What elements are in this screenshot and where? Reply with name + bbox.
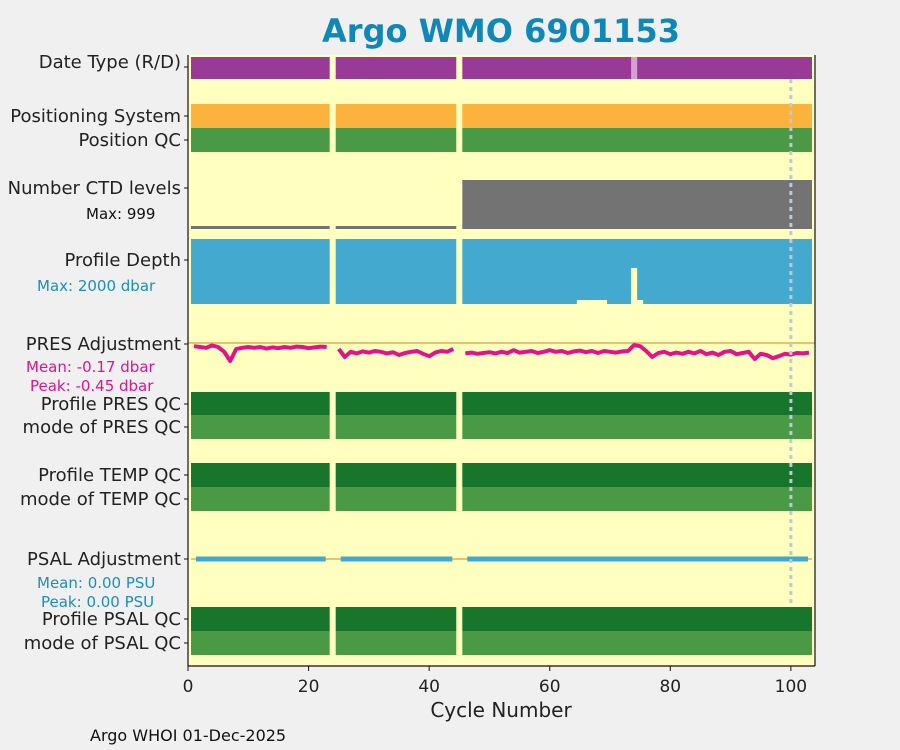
profile-temp-qc-bar xyxy=(335,463,457,487)
x-tick-label: 0 xyxy=(183,677,194,697)
date-type-bar xyxy=(191,57,330,79)
date-type-realtime-bar xyxy=(631,57,638,79)
label-pres-adjustment: PRES Adjustment xyxy=(25,334,181,355)
pres-adjustment-line xyxy=(337,347,455,359)
mode-temp-qc-bar xyxy=(462,487,812,511)
mode-temp-qc-bar xyxy=(191,487,330,511)
label-position-qc: Position QC xyxy=(78,130,181,151)
pres-adjustment-line xyxy=(193,343,327,363)
positioning-system-bar xyxy=(191,104,330,128)
profile-depth-bar xyxy=(335,239,457,304)
label-date-type: Date Type (R/D) xyxy=(38,52,181,73)
ctd-max-note: Max: 999 xyxy=(86,205,156,223)
psal-mean-note: Mean: 0.00 PSU xyxy=(37,574,156,592)
label-profile-psal-qc: Profile PSAL QC xyxy=(41,609,181,630)
label-positioning-system: Positioning System xyxy=(10,106,181,127)
label-profile-depth: Profile Depth xyxy=(64,250,181,271)
mode-psal-qc-bar xyxy=(462,631,812,655)
position-qc-bar xyxy=(335,128,457,152)
pres-peak-note: Peak: -0.45 dbar xyxy=(30,377,154,395)
x-tick-label: 20 xyxy=(298,677,320,697)
x-tick-label: 100 xyxy=(775,677,807,697)
position-qc-bar xyxy=(462,128,812,152)
label-mode-temp-qc: mode of TEMP QC xyxy=(19,489,181,510)
x-tick-label: 80 xyxy=(659,677,681,697)
date-type-bar xyxy=(335,57,457,79)
label-number-ctd-levels: Number CTD levels xyxy=(7,178,181,199)
x-tick-label: 40 xyxy=(418,677,440,697)
mode-pres-qc-bar xyxy=(335,415,457,439)
mode-temp-qc-bar xyxy=(335,487,457,511)
profile-depth-bar xyxy=(191,239,330,304)
profile-psal-qc-bar xyxy=(335,607,457,631)
profile-pres-qc-bar xyxy=(335,392,457,415)
profile-pres-qc-bar xyxy=(191,392,330,415)
mode-pres-qc-bar xyxy=(462,415,812,439)
profile-depth-shallow-gap xyxy=(576,300,608,304)
ctd-levels-bar xyxy=(462,180,812,229)
profile-temp-qc-bar xyxy=(462,463,812,487)
positioning-system-bar xyxy=(462,104,812,128)
x-axis-label: Cycle Number xyxy=(430,698,572,722)
mode-pres-qc-bar xyxy=(191,415,330,439)
label-profile-pres-qc: Profile PRES QC xyxy=(40,394,181,415)
depth-max-note: Max: 2000 dbar xyxy=(37,277,156,295)
profile-psal-qc-bar xyxy=(462,607,812,631)
label-mode-psal-qc: mode of PSAL QC xyxy=(23,633,181,654)
ctd-levels-bar xyxy=(335,226,457,229)
label-psal-adjustment: PSAL Adjustment xyxy=(26,549,181,570)
profile-depth-shallow-gap xyxy=(637,300,644,304)
profile-psal-qc-bar xyxy=(191,607,330,631)
pres-adjustment-line xyxy=(465,343,810,361)
footer-credit: Argo WHOI 01-Dec-2025 xyxy=(90,726,287,745)
label-mode-pres-qc: mode of PRES QC xyxy=(22,417,181,438)
mode-psal-qc-bar xyxy=(335,631,457,655)
x-tick-label: 60 xyxy=(539,677,561,697)
positioning-system-bar xyxy=(335,104,457,128)
psal-peak-note: Peak: 0.00 PSU xyxy=(41,593,155,611)
profile-depth-gap xyxy=(631,268,638,304)
profile-temp-qc-bar xyxy=(191,463,330,487)
pres-mean-note: Mean: -0.17 dbar xyxy=(26,358,155,376)
ctd-levels-bar xyxy=(191,226,330,229)
mode-psal-qc-bar xyxy=(191,631,330,655)
chart-title: Argo WMO 6901153 xyxy=(322,12,680,50)
profile-pres-qc-bar xyxy=(462,392,812,415)
plot-background xyxy=(188,55,815,666)
position-qc-bar xyxy=(191,128,330,152)
label-profile-temp-qc: Profile TEMP QC xyxy=(38,465,181,486)
